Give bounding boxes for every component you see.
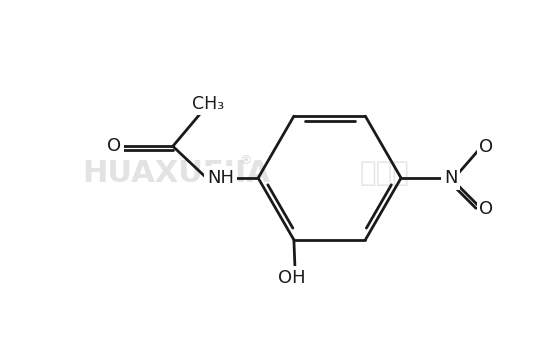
Text: CH₃: CH₃ xyxy=(193,95,225,112)
Text: O: O xyxy=(479,138,493,156)
Text: HUAXUEJIA: HUAXUEJIA xyxy=(82,158,270,188)
Text: N: N xyxy=(444,169,458,187)
Text: O: O xyxy=(479,200,493,218)
Text: O: O xyxy=(108,137,122,155)
Text: ®: ® xyxy=(239,154,251,167)
Text: OH: OH xyxy=(278,268,306,287)
Text: 化学家: 化学家 xyxy=(360,159,409,187)
Text: NH: NH xyxy=(207,169,234,187)
